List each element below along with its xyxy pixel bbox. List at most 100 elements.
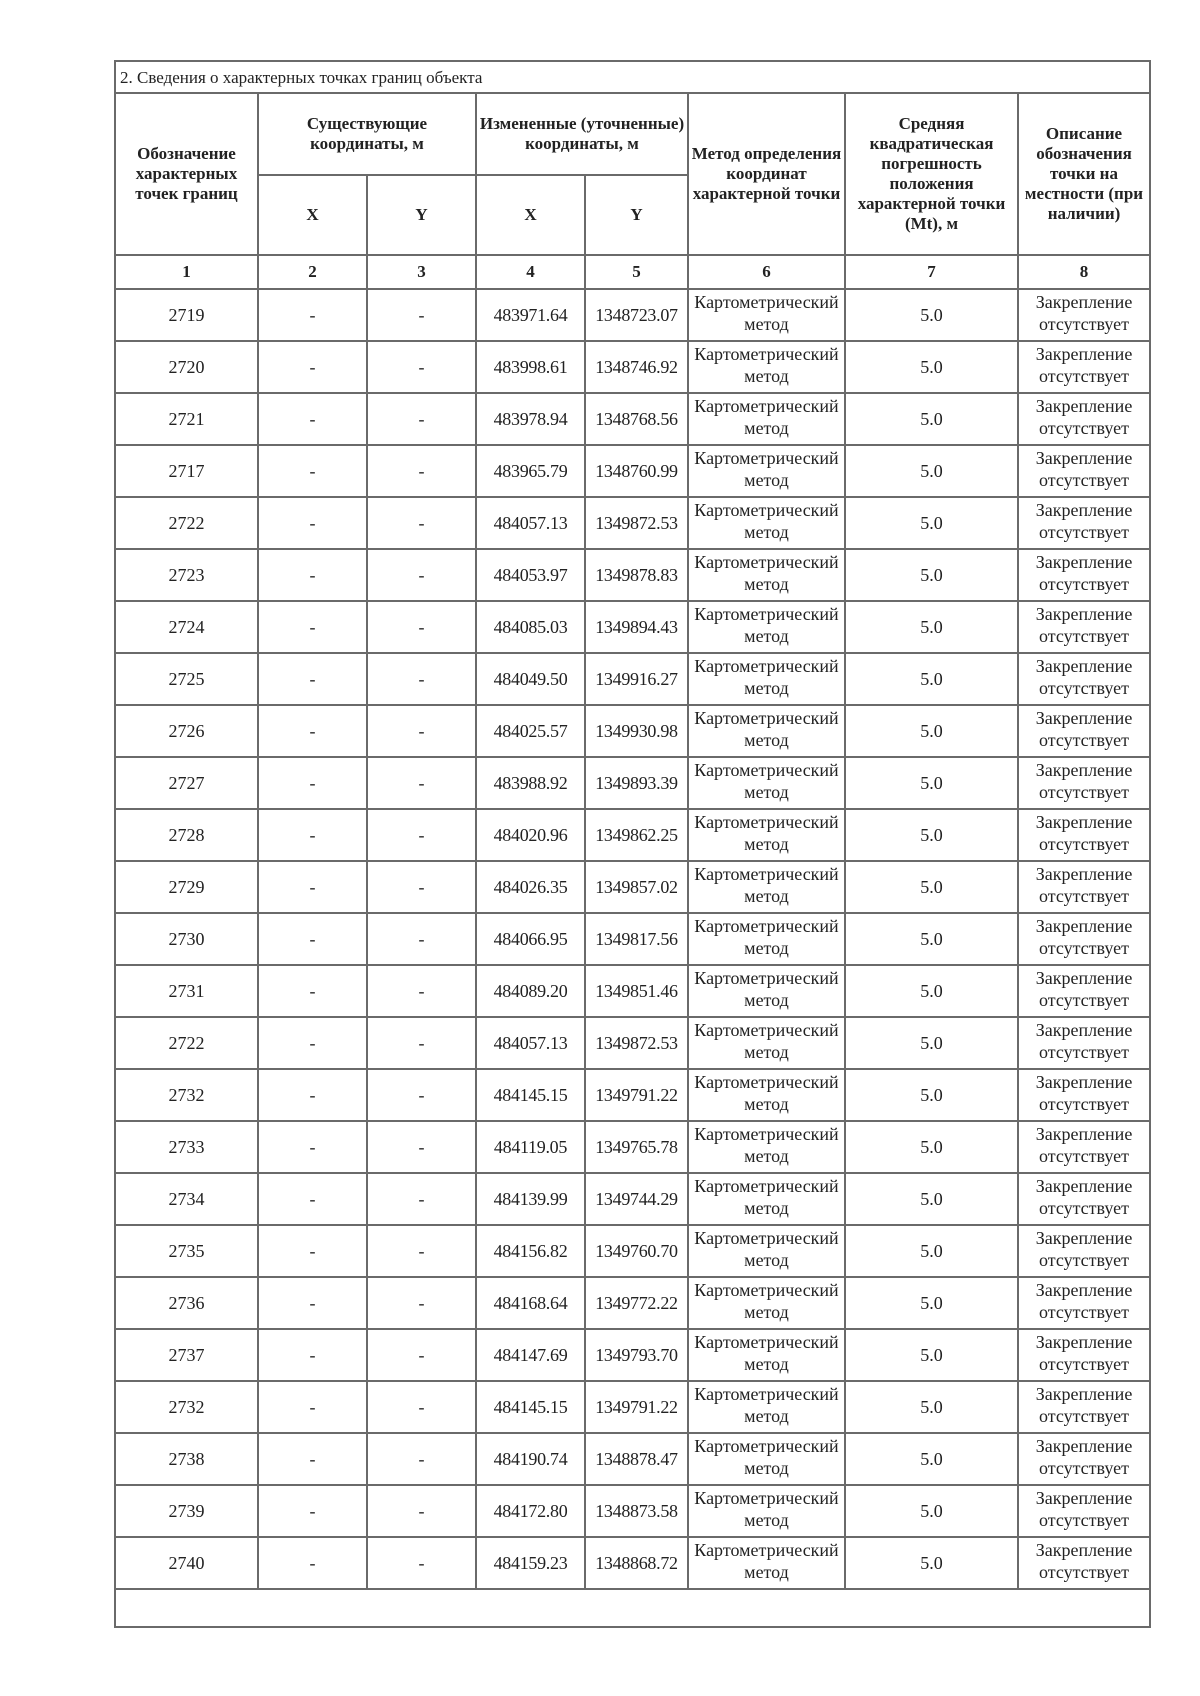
method-cell: Картометрический метод	[687, 860, 846, 914]
table-row: 2728- -484020.96 1349862.25 Картометрически…	[114, 808, 1152, 862]
existing-y-cell: -	[366, 1120, 477, 1174]
point-id-cell: 2732	[114, 1068, 259, 1122]
mean-error-cell: 5.0	[844, 340, 1019, 394]
mean-error-cell: 5.0	[844, 392, 1019, 446]
column-number: 7	[844, 254, 1019, 290]
point-id-cell: 2738	[114, 1432, 259, 1486]
description-cell: Закрепление отсутствует	[1016, 340, 1152, 394]
point-id-cell: 2727	[114, 756, 259, 810]
changed-y-cell: 1349857.02	[584, 860, 689, 914]
header-row: Обозначение характерных точек границ Сущ…	[114, 92, 1152, 256]
changed-y-cell: 1348868.72	[584, 1536, 689, 1590]
method-cell: Картометрический метод	[687, 1328, 846, 1382]
existing-y-cell: -	[366, 808, 477, 862]
table-row: 2732- -484145.15 1349791.22 Картометрически…	[114, 1068, 1152, 1122]
table-row: 2722- -484057.13 1349872.53 Картометрически…	[114, 1016, 1152, 1070]
changed-y-cell: 1349878.83	[584, 548, 689, 602]
mean-error-cell: 5.0	[844, 756, 1019, 810]
existing-x-cell: -	[257, 912, 368, 966]
point-id-cell: 2724	[114, 600, 259, 654]
existing-x-cell: -	[257, 860, 368, 914]
existing-y-cell: -	[366, 548, 477, 602]
changed-x-cell: 484168.64	[475, 1276, 586, 1330]
existing-x-cell: -	[257, 808, 368, 862]
changed-y-cell: 1349930.98	[584, 704, 689, 758]
existing-x-cell: -	[257, 704, 368, 758]
description-cell: Закрепление отсутствует	[1016, 444, 1152, 498]
point-id-cell: 2728	[114, 808, 259, 862]
changed-x-cell: 483988.92	[475, 756, 586, 810]
mean-error-cell: 5.0	[844, 860, 1019, 914]
table-row: 2735- -484156.82 1349760.70 Картометрически…	[114, 1224, 1152, 1278]
point-id-cell: 2737	[114, 1328, 259, 1382]
mean-error-cell: 5.0	[844, 1068, 1019, 1122]
changed-x-cell: 484085.03	[475, 600, 586, 654]
table-row: 2725- -484049.50 1349916.27 Картометрически…	[114, 652, 1152, 706]
description-cell: Закрепление отсутствует	[1016, 1120, 1152, 1174]
table-row: 2738- -484190.74 1348878.47 Картометрически…	[114, 1432, 1152, 1486]
empty-row	[113, 1588, 1152, 1628]
point-id-cell: 2739	[114, 1484, 259, 1538]
description-cell: Закрепление отсутствует	[1016, 548, 1152, 602]
mean-error-cell: 5.0	[844, 808, 1019, 862]
column-number: 4	[475, 254, 586, 290]
changed-y-cell: 1348723.07	[584, 288, 689, 342]
mean-error-cell: 5.0	[844, 1276, 1019, 1330]
existing-y-cell: -	[366, 652, 477, 706]
method-cell: Картометрический метод	[687, 756, 846, 810]
description-cell: Закрепление отсутствует	[1016, 860, 1152, 914]
existing-y-cell: -	[366, 912, 477, 966]
point-id-cell: 2736	[114, 1276, 259, 1330]
changed-x-cell: 484026.35	[475, 860, 586, 914]
changed-x-cell: 484147.69	[475, 1328, 586, 1382]
changed-y-cell: 1349744.29	[584, 1172, 689, 1226]
point-id-cell: 2720	[114, 340, 259, 394]
description-cell: Закрепление отсутствует	[1016, 1328, 1152, 1382]
existing-x-cell: -	[257, 548, 368, 602]
point-id-cell: 2740	[114, 1536, 259, 1590]
method-cell: Картометрический метод	[687, 1484, 846, 1538]
changed-x-cell: 484025.57	[475, 704, 586, 758]
existing-y-cell: -	[366, 496, 477, 550]
changed-x-cell: 484190.74	[475, 1432, 586, 1486]
description-cell: Закрепление отсутствует	[1016, 600, 1152, 654]
point-id-cell: 2722	[114, 1016, 259, 1070]
point-id-cell: 2722	[114, 496, 259, 550]
table-row: 2727- -483988.92 1349893.39 Картометрически…	[114, 756, 1152, 810]
mean-error-cell: 5.0	[844, 600, 1019, 654]
existing-x-cell: -	[257, 652, 368, 706]
table-row: 2730- -484066.95 1349817.56 Картометрически…	[114, 912, 1152, 966]
changed-x-cell: 484057.13	[475, 1016, 586, 1070]
point-id-cell: 2721	[114, 392, 259, 446]
method-cell: Картометрический метод	[687, 1380, 846, 1434]
point-id-cell: 2732	[114, 1380, 259, 1434]
method-cell: Картометрический метод	[687, 964, 846, 1018]
existing-x-cell: -	[257, 1484, 368, 1538]
existing-y-cell: -	[366, 392, 477, 446]
table-row: 2733- -484119.05 1349765.78 Картометрически…	[114, 1120, 1152, 1174]
mean-error-cell: 5.0	[844, 548, 1019, 602]
existing-y-cell: -	[366, 1536, 477, 1590]
table-row: 2723- -484053.97 1349878.83 Картометрически…	[114, 548, 1152, 602]
changed-x-cell: 484089.20	[475, 964, 586, 1018]
changed-y-cell: 1349817.56	[584, 912, 689, 966]
method-cell: Картометрический метод	[687, 340, 846, 394]
table-row: 2731- -484089.20 1349851.46 Картометрически…	[114, 964, 1152, 1018]
method-cell: Картометрический метод	[687, 1276, 846, 1330]
existing-x-cell: -	[257, 1224, 368, 1278]
header-point-designation: Обозначение характерных точек границ	[114, 92, 259, 256]
method-cell: Картометрический метод	[687, 1016, 846, 1070]
point-id-cell: 2735	[114, 1224, 259, 1278]
boundary-points-section: 2. Сведения о характерных точках границ …	[113, 60, 1152, 1628]
existing-y-cell: -	[366, 1068, 477, 1122]
table-row: 2721- -483978.94 1348768.56 Картометрически…	[114, 392, 1152, 446]
method-cell: Картометрический метод	[687, 496, 846, 550]
changed-y-cell: 1349872.53	[584, 496, 689, 550]
existing-y-cell: -	[366, 444, 477, 498]
method-cell: Картометрический метод	[687, 392, 846, 446]
table-row: 2720- -483998.61 1348746.92 Картометрически…	[114, 340, 1152, 394]
changed-y-cell: 1349872.53	[584, 1016, 689, 1070]
column-number: 8	[1016, 254, 1152, 290]
point-id-cell: 2734	[114, 1172, 259, 1226]
existing-x-cell: -	[257, 1536, 368, 1590]
